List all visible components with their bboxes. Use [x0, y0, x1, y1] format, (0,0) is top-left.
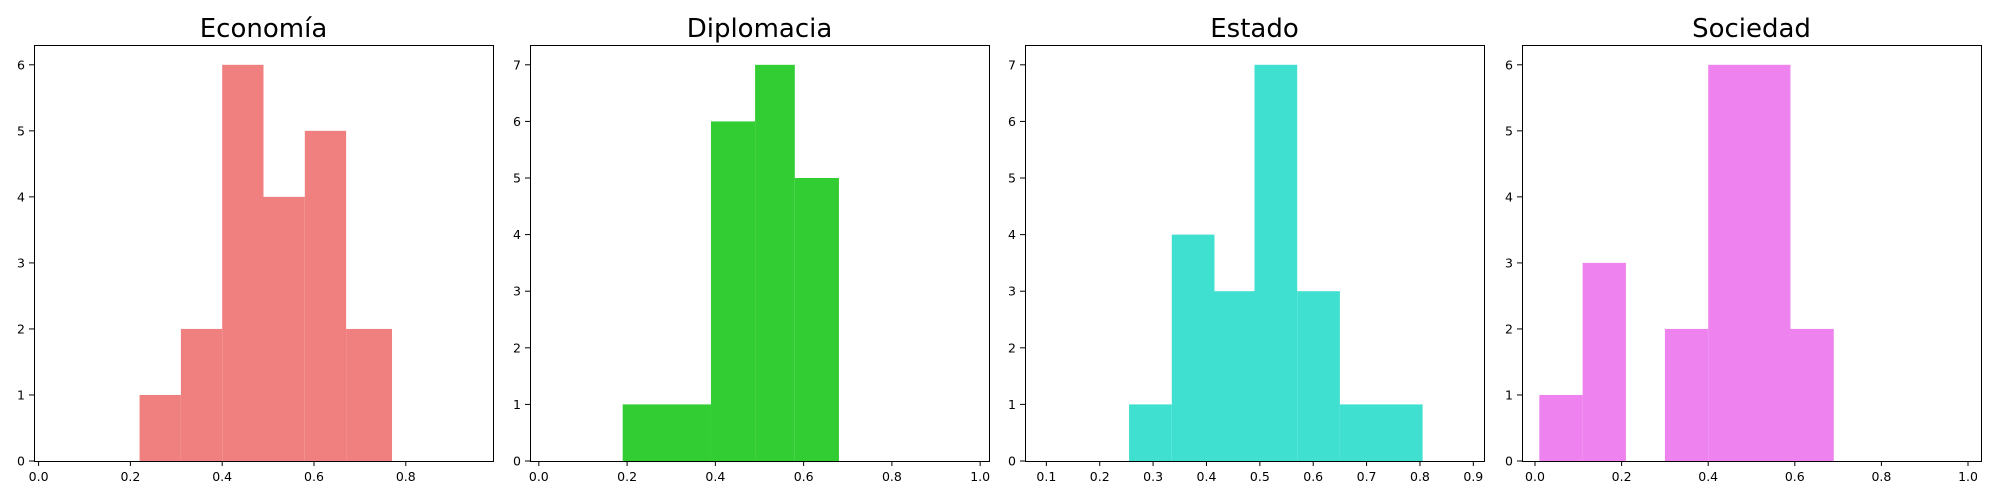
y-tick-label: 6	[1008, 114, 1016, 129]
histogram-bar	[1539, 394, 1583, 461]
axes-frame	[34, 45, 494, 462]
panel-estado: Estado 0.1 0.2 0.3 0.4 0.5 0.6 0.7 0.8 0.9 0 1 2 3 4 5…	[1008, 14, 1485, 484]
histogram-bar	[710, 121, 756, 461]
x-tick-label: 0.3	[1143, 469, 1163, 484]
y-tick-label: 1	[1008, 397, 1016, 412]
histogram-bar	[1214, 291, 1255, 461]
x-tick-label: 0.0	[1525, 469, 1545, 484]
panel-title-estado: Estado	[1210, 14, 1299, 44]
x-tick-label: 0.1	[1036, 469, 1056, 484]
x-tick-label: 1.0	[970, 469, 990, 484]
y-tick-label: 0	[513, 454, 521, 469]
histogram-bar	[1171, 234, 1215, 461]
panel-diplomacia: Diplomacia 0.0 0.2 0.4 0.6 0.8 1.0 0 1 2 3 4 5 6 7	[513, 14, 990, 484]
axes-frame	[530, 45, 990, 462]
histogram-bar	[622, 404, 711, 461]
histogram-bar	[1790, 328, 1834, 461]
histogram-bar	[1664, 328, 1709, 461]
y-tick-label: 1	[1505, 387, 1513, 402]
y-tick-label: 4	[17, 189, 25, 204]
y-tick-label: 2	[1505, 321, 1513, 336]
panel-title-diplomacia: Diplomacia	[687, 14, 833, 44]
y-tick-label: 2	[513, 340, 521, 355]
x-tick-label: 0.4	[1197, 469, 1217, 484]
y-tick-label: 1	[17, 387, 25, 402]
histogram-bar	[263, 196, 305, 461]
histogram-bar	[1254, 64, 1298, 462]
x-tick-label: 0.6	[1303, 469, 1323, 484]
panel-title-economia: Economía	[200, 14, 328, 44]
axes-frame	[1522, 45, 1982, 462]
x-tick-label: 0.4	[1698, 469, 1718, 484]
y-tick-label: 4	[1505, 189, 1513, 204]
y-tick-label: 3	[513, 284, 521, 299]
y-tick-label: 7	[1008, 57, 1016, 72]
histogram-bar	[755, 64, 795, 462]
x-tick-label: 0.4	[212, 469, 232, 484]
y-tick-label: 2	[17, 321, 25, 336]
y-tick-label: 6	[1505, 57, 1513, 72]
x-tick-label: 0.8	[1871, 469, 1891, 484]
x-tick-label: 0.8	[396, 469, 416, 484]
x-tick-label: 1.0	[1958, 469, 1978, 484]
x-tick-label: 0.6	[794, 469, 814, 484]
y-tick-label: 0	[1505, 454, 1513, 469]
panel-sociedad: Sociedad 0.0 0.2 0.4 0.6 0.8 1.0 0 1 2 3 4 5 6	[1505, 14, 1982, 484]
x-tick-label: 0.8	[882, 469, 902, 484]
x-tick-label: 0.6	[1785, 469, 1805, 484]
y-tick-label: 4	[513, 227, 521, 242]
x-tick-label: 0.8	[1410, 469, 1430, 484]
y-tick-label: 4	[1008, 227, 1016, 242]
x-tick-label: 0.2	[120, 469, 140, 484]
y-tick-label: 6	[17, 57, 25, 72]
histogram-bar	[794, 178, 839, 461]
y-tick-label: 5	[1505, 123, 1513, 138]
histogram-bar	[1129, 404, 1172, 461]
y-tick-label: 3	[1008, 284, 1016, 299]
histogram-bar	[1297, 291, 1340, 461]
x-tick-label: 0.0	[29, 469, 49, 484]
y-tick-label: 5	[1008, 171, 1016, 186]
x-tick-label: 0.6	[304, 469, 324, 484]
y-tick-label: 1	[513, 397, 521, 412]
histogram-bar	[1582, 262, 1626, 461]
histogram-bar	[1339, 404, 1423, 461]
y-tick-label: 0	[17, 454, 25, 469]
x-tick-label: 0.2	[617, 469, 637, 484]
x-tick-label: 0.7	[1357, 469, 1377, 484]
y-tick-label: 3	[17, 255, 25, 270]
histogram-bar	[180, 328, 223, 461]
y-tick-label: 5	[513, 171, 521, 186]
panel-title-sociedad: Sociedad	[1692, 14, 1811, 44]
y-tick-label: 7	[513, 57, 521, 72]
histogram-bar	[139, 394, 181, 461]
x-tick-label: 0.2	[1090, 469, 1110, 484]
x-tick-label: 0.4	[705, 469, 725, 484]
y-tick-label: 5	[17, 123, 25, 138]
x-tick-label: 0.2	[1612, 469, 1632, 484]
y-tick-label: 6	[513, 114, 521, 129]
x-tick-label: 0.9	[1463, 469, 1483, 484]
y-tick-label: 0	[1008, 454, 1016, 469]
y-tick-label: 2	[1008, 340, 1016, 355]
y-tick-label: 3	[1505, 255, 1513, 270]
histogram-bar	[222, 64, 264, 462]
histogram-bar	[1708, 64, 1791, 462]
histogram-bar	[346, 328, 393, 461]
panel-economia: Economía 0.0 0.2 0.4 0.6 0.8 0 1 2 3 4 5 6	[17, 14, 494, 484]
histogram-bar	[304, 130, 347, 462]
x-tick-label: 0.0	[529, 469, 549, 484]
axes-frame	[1025, 45, 1485, 462]
x-tick-label: 0.5	[1250, 469, 1270, 484]
